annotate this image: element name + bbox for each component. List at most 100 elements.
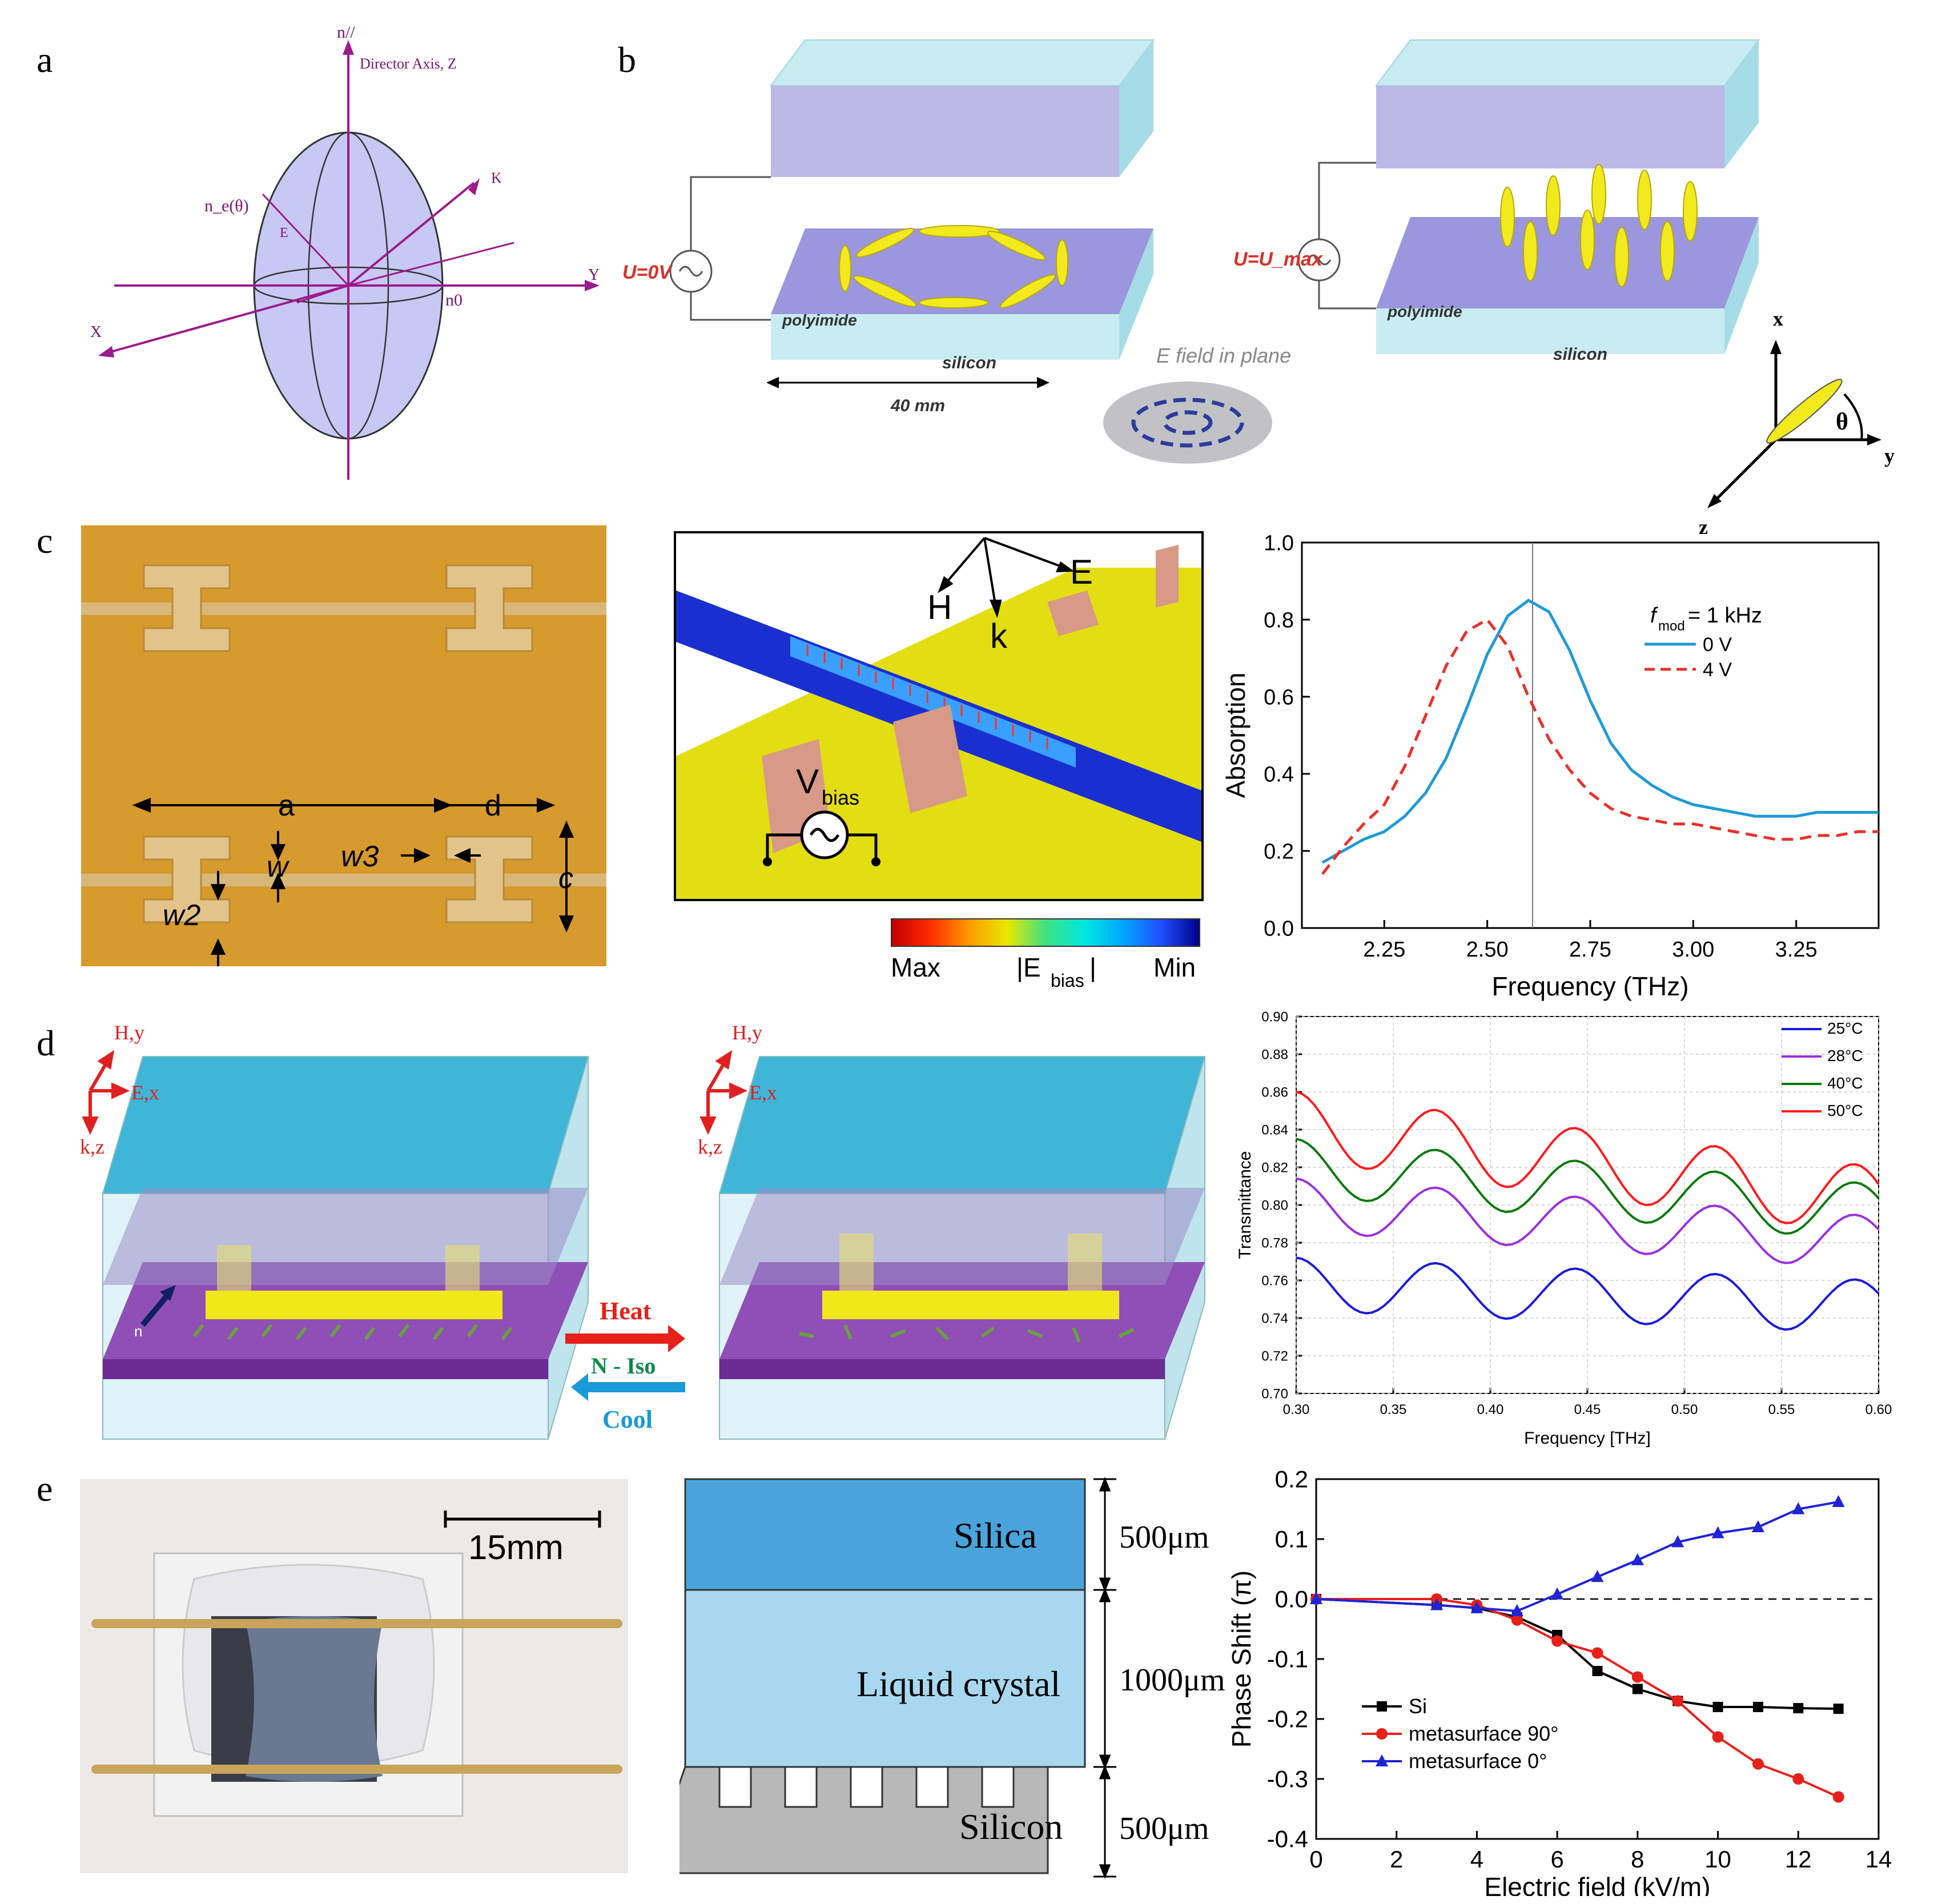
- point-triangle: [1792, 1502, 1805, 1515]
- y-tick-label: 0.86: [1261, 1084, 1288, 1100]
- ne-theta-label: n_e(θ): [204, 196, 249, 215]
- legend-marker: [1376, 1728, 1388, 1740]
- series-line-4-V: [1321, 617, 1879, 875]
- series-line-square: [1316, 1598, 1839, 1710]
- x-tick-label: 8: [1631, 1846, 1644, 1873]
- niso-label: N - Iso: [591, 1353, 656, 1379]
- width-label: 40 mm: [890, 396, 945, 415]
- point-circle: [1511, 1614, 1523, 1626]
- x-tick-label: 3.00: [1672, 938, 1714, 962]
- c-label-w: w: [267, 850, 290, 883]
- y-tick-label: 0.90: [1261, 1009, 1288, 1025]
- legend-entry: 0 V: [1703, 634, 1732, 656]
- point-circle: [1792, 1773, 1804, 1785]
- sim-h-label: H: [927, 588, 952, 626]
- point-triangle: [1551, 1587, 1564, 1600]
- y-tick-label: -0.2: [1267, 1706, 1308, 1733]
- y-tick-label: 0.76: [1261, 1273, 1288, 1288]
- y-tick-label: 0.0: [1264, 917, 1294, 941]
- y-tick-label: 0.82: [1261, 1160, 1288, 1175]
- series-line-25°C: [1296, 1256, 1880, 1331]
- panel-label-d: d: [37, 1023, 55, 1063]
- point-square: [1592, 1666, 1603, 1676]
- point-triangle: [1631, 1553, 1644, 1565]
- y-axis-label: Transmittance: [1236, 1151, 1255, 1259]
- x-tick-label: 2.75: [1569, 938, 1611, 962]
- legend-title: f: [1650, 604, 1658, 628]
- d-ex-label-2: E,x: [749, 1081, 777, 1104]
- b-axis-y-label: y: [1884, 444, 1895, 467]
- x-tick-label: 0.60: [1865, 1402, 1892, 1417]
- layer-lc: Liquid crystal: [857, 1664, 1060, 1704]
- panel-b-lc-cells: U=0V polyimide silicon 40 mm E field in …: [622, 39, 1895, 537]
- point-circle: [1551, 1635, 1563, 1647]
- c-label-w3: w3: [341, 840, 379, 873]
- sim-e-label: E: [1070, 553, 1093, 591]
- point-triangle: [1430, 1598, 1444, 1610]
- colorbar-max: Max: [891, 953, 940, 982]
- d-ex-label: E,x: [131, 1081, 159, 1104]
- c-label-a: a: [278, 789, 295, 822]
- panel-c-micrograph: a d w w3 c w2: [81, 525, 606, 966]
- point-triangle: [1711, 1526, 1724, 1539]
- y-tick-label: 0.8: [1264, 608, 1294, 632]
- point-circle: [1591, 1647, 1603, 1659]
- point-circle: [1631, 1671, 1643, 1683]
- point-square: [1793, 1703, 1804, 1714]
- n0-label: n0: [445, 291, 463, 310]
- k-label: K: [491, 170, 502, 186]
- d-hy-label: H,y: [114, 1021, 144, 1044]
- colorbar-min: Min: [1153, 953, 1196, 982]
- thickness-silicon: 500μm: [1119, 1811, 1209, 1846]
- thickness-silica: 500μm: [1119, 1520, 1209, 1555]
- x-tick-label: 0.40: [1477, 1402, 1504, 1417]
- series-line-50°C: [1296, 1091, 1880, 1224]
- phase-shift-chart: 0 2 4 6 8 10 12 14 -0.4 -0.3 -0.2 -0.1 0.0 0.1 0.2 Elec…: [1228, 1468, 1892, 1896]
- cool-label: Cool: [602, 1405, 653, 1433]
- sim-k-label: k: [990, 617, 1008, 655]
- y-axis-label: Absorption: [1221, 673, 1251, 798]
- point-triangle: [1591, 1570, 1604, 1582]
- transmittance-chart: 0.30 0.35 0.40 0.45 0.50 0.55 0.60 0.70 0.72 0.74…: [1236, 1009, 1892, 1448]
- theta-label: θ: [1836, 409, 1848, 435]
- x-tick-label: 0.55: [1768, 1402, 1795, 1417]
- vbias-sub-label: bias: [822, 786, 859, 809]
- director-axis-label: Director Axis, Z: [360, 55, 457, 72]
- c-label-w2: w2: [163, 899, 201, 932]
- layer-silicon: Silicon: [959, 1806, 1063, 1847]
- x-tick-label: 10: [1704, 1846, 1731, 1873]
- silicon-right-label: silicon: [1553, 345, 1607, 364]
- x-tick-label: 0: [1309, 1846, 1322, 1873]
- d-kz-label-2: k,z: [698, 1135, 722, 1158]
- point-triangle: [1310, 1592, 1322, 1604]
- point-circle: [1752, 1758, 1764, 1770]
- point-triangle: [1671, 1535, 1684, 1548]
- y-tick-label: -0.3: [1267, 1766, 1308, 1793]
- series-line-28°C: [1296, 1177, 1880, 1264]
- y-tick-label: 0.88: [1261, 1047, 1288, 1062]
- n-parallel-label: n//: [337, 23, 355, 42]
- plot-frame: [1315, 1478, 1880, 1840]
- y-tick-label: 0.1: [1275, 1526, 1308, 1553]
- y-tick-label: 0.2: [1275, 1468, 1308, 1493]
- colorbar-label: |E: [1016, 953, 1041, 982]
- point-circle: [1712, 1731, 1724, 1743]
- y-tick-label: 0.80: [1261, 1198, 1288, 1213]
- legend-entry: 4 V: [1703, 659, 1732, 681]
- panel-label-a: a: [37, 39, 53, 80]
- x-tick-label: 6: [1550, 1846, 1563, 1873]
- point-triangle: [1470, 1601, 1483, 1613]
- legend-entry: 28°C: [1827, 1047, 1863, 1065]
- x-tick-label: 14: [1865, 1846, 1892, 1873]
- x-axis-label: Electric field (kV/m): [1484, 1872, 1710, 1896]
- x-tick-label: 0.50: [1671, 1402, 1698, 1417]
- x-axis-label: Frequency (THz): [1491, 971, 1688, 1001]
- vbias-label: V: [796, 762, 819, 801]
- e-label: E: [280, 226, 288, 240]
- polyimide-left-label: polyimide: [782, 311, 857, 329]
- legend-entry: metasurface 0°: [1409, 1749, 1547, 1773]
- colorbar-labels: Max |E bias | Min: [891, 953, 1196, 991]
- legend-entry: 25°C: [1827, 1019, 1863, 1037]
- legend-entry: 40°C: [1827, 1074, 1863, 1092]
- y-axis-label: Phase Shift (π): [1228, 1570, 1256, 1748]
